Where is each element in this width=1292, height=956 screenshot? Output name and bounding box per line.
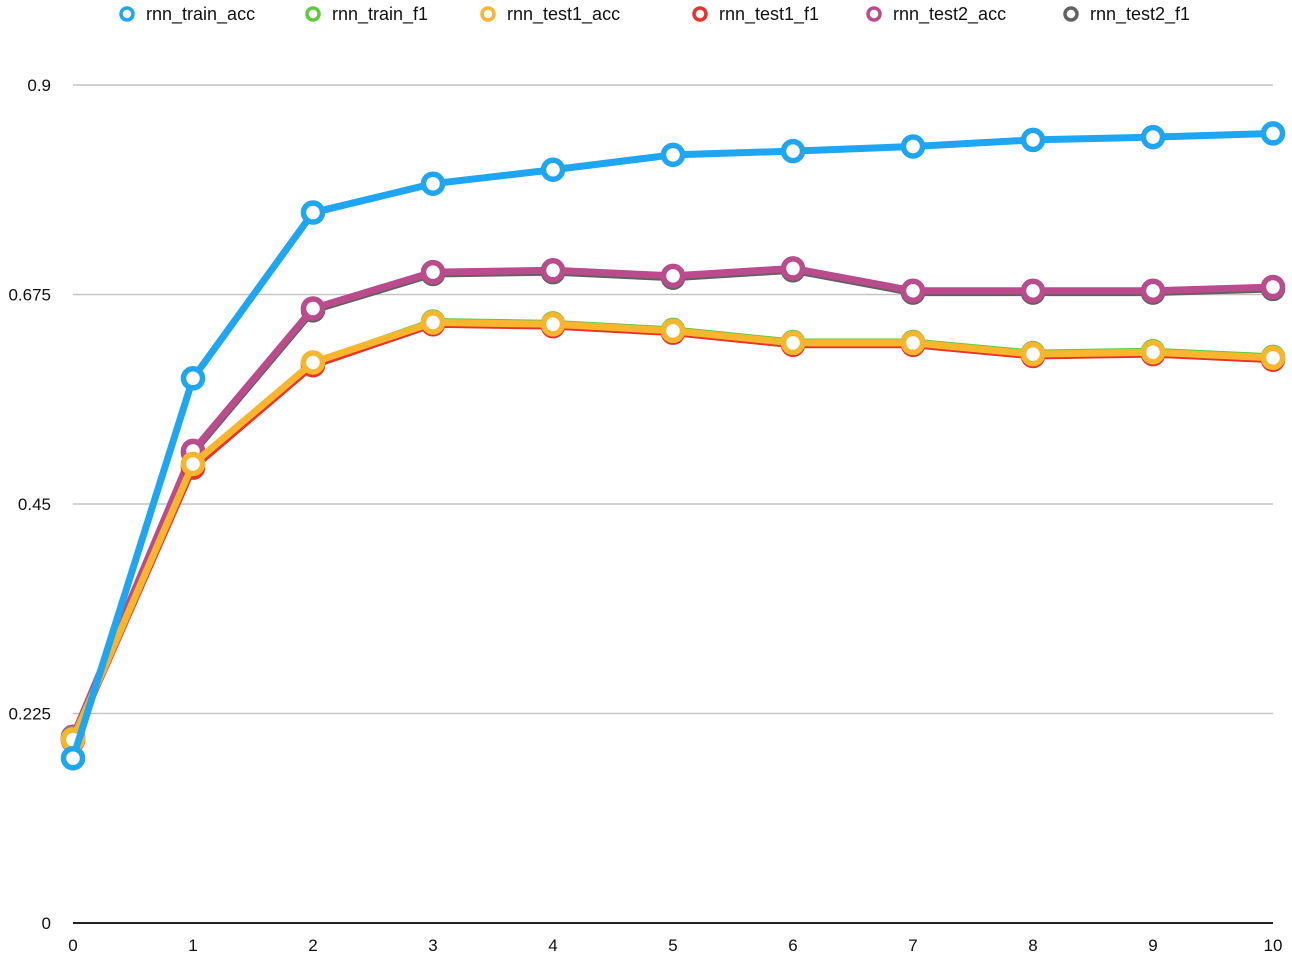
legend-label: rnn_test2_f1 [1090, 4, 1190, 25]
data-point [1020, 278, 1046, 304]
legend-label: rnn_train_acc [146, 4, 255, 25]
y-tick-label: 0.45 [18, 495, 51, 514]
legend-label: rnn_test2_acc [893, 4, 1006, 25]
legend-label: rnn_test1_acc [507, 4, 620, 25]
data-point [900, 134, 926, 159]
data-point [300, 200, 326, 225]
data-point [1140, 278, 1166, 304]
legend-item-rnn_test2_f1: rnn_test2_f1 [1063, 4, 1190, 25]
data-point [300, 350, 326, 375]
data-point [660, 142, 686, 168]
x-axis: 0 1 2 3 4 5 6 7 8 9 10 [68, 922, 1283, 955]
data-point [1140, 339, 1166, 365]
series-rnn_test1_acc [60, 310, 1286, 752]
plot-area [60, 121, 1286, 771]
data-point [180, 366, 206, 391]
x-tick-label: 0 [68, 936, 77, 955]
series-rnn_train_acc [60, 121, 1286, 771]
series-rnn_train_f1 [60, 309, 1286, 751]
legend-label: rnn_train_f1 [332, 4, 428, 25]
data-point [420, 171, 446, 196]
y-tick-label: 0.225 [8, 705, 51, 724]
legend-item-rnn_train_f1: rnn_train_f1 [305, 4, 428, 25]
data-point [1020, 341, 1046, 367]
series-rnn_test1_f1 [60, 312, 1286, 753]
data-point [1020, 127, 1046, 153]
data-point [60, 745, 86, 771]
data-point [1140, 124, 1166, 150]
data-point [1260, 345, 1286, 371]
data-point [540, 312, 566, 337]
series-line [69, 129, 1277, 762]
legend-marker [866, 6, 882, 22]
legend-item-rnn_test2_acc: rnn_test2_acc [866, 4, 1006, 25]
x-tick-label: 2 [308, 936, 317, 955]
x-tick-label: 5 [668, 936, 677, 955]
legend: rnn_train_acc rnn_train_f1 rnn_test1_acc rn… [119, 4, 1190, 25]
legend-marker [1063, 6, 1079, 22]
legend-item-rnn_test1_f1: rnn_test1_f1 [692, 4, 819, 25]
x-tick-label: 8 [1028, 936, 1037, 955]
legend-marker [692, 6, 708, 22]
x-tick-label: 6 [788, 936, 797, 955]
data-point [1260, 274, 1286, 300]
data-point [780, 138, 806, 164]
legend-marker [119, 6, 135, 22]
data-point [540, 258, 566, 283]
data-point [660, 318, 686, 344]
y-tick-label: 0 [42, 914, 51, 933]
data-point [420, 259, 446, 285]
y-tick-label: 0.9 [27, 76, 51, 95]
legend-marker [480, 6, 496, 22]
x-tick-label: 4 [548, 936, 557, 955]
x-tick-label: 9 [1148, 936, 1157, 955]
legend-item-rnn_test1_acc: rnn_test1_acc [480, 4, 620, 25]
x-tick-label: 1 [188, 936, 197, 955]
x-tick-label: 10 [1264, 936, 1283, 955]
x-tick-label: 7 [908, 936, 917, 955]
data-point [780, 256, 806, 281]
data-point [180, 451, 206, 477]
data-point [540, 157, 566, 182]
data-point [1260, 121, 1286, 146]
y-tick-label: 0.675 [8, 286, 51, 305]
data-point [900, 278, 926, 304]
data-point [660, 263, 686, 289]
data-point [300, 296, 326, 321]
grid-lines [73, 84, 1273, 715]
legend-label: rnn_test1_f1 [719, 4, 819, 25]
x-tick-label: 3 [428, 936, 437, 955]
legend-item-rnn_train_acc: rnn_train_acc [119, 4, 255, 25]
data-point [780, 330, 806, 356]
legend-marker [305, 6, 321, 22]
data-point [420, 310, 446, 335]
data-point [900, 330, 926, 356]
y-axis-tick-labels: 0 0.225 0.45 0.675 0.9 [8, 76, 51, 933]
